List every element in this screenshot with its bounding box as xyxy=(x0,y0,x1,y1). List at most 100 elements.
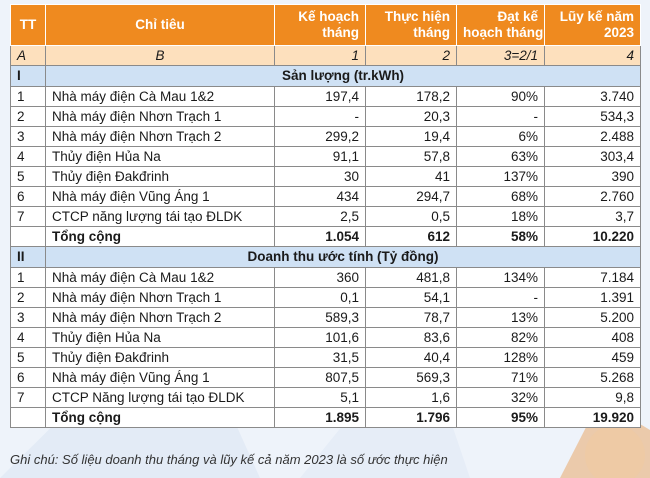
row-ytd: 2.488 xyxy=(544,126,641,147)
table-row: 7 CTCP Năng lượng tái tạo ĐLDK 5,1 1,6 32% 9,… xyxy=(10,387,641,408)
row-percent: - xyxy=(456,106,545,127)
total-number xyxy=(10,226,46,247)
row-ytd: 534,3 xyxy=(544,106,641,127)
row-ytd: 3,7 xyxy=(544,206,641,227)
row-plan: - xyxy=(274,106,366,127)
row-number: 6 xyxy=(10,186,46,207)
row-number: 4 xyxy=(10,146,46,167)
table-body: A B 1 2 3=2/1 4 I Sản lượng (tr.kWh) 1 Nhà … xyxy=(10,45,641,428)
row-name: Nhà máy điện Cà Mau 1&2 xyxy=(45,86,275,107)
row-number: 7 xyxy=(10,206,46,227)
row-actual: 40,4 xyxy=(365,347,457,368)
row-percent: 68% xyxy=(456,186,545,207)
row-percent: 128% xyxy=(456,347,545,368)
row-actual: 1,6 xyxy=(365,387,457,408)
row-number: 1 xyxy=(10,267,46,288)
row-ytd: 1.391 xyxy=(544,287,641,308)
row-name: Nhà máy điện Nhơn Trạch 2 xyxy=(45,307,275,328)
row-actual: 20,3 xyxy=(365,106,457,127)
section-number: II xyxy=(10,246,46,268)
row-actual: 19,4 xyxy=(365,126,457,147)
footnote: Ghi chú: Số liệu doanh thu tháng và lũy … xyxy=(10,452,448,467)
table-row: 6 Nhà máy điện Vũng Áng 1 434 294,7 68% 2.760 xyxy=(10,186,641,207)
row-name: Nhà máy điện Cà Mau 1&2 xyxy=(45,267,275,288)
total-plan: 1.895 xyxy=(274,407,366,428)
row-plan: 0,1 xyxy=(274,287,366,308)
row-number: 2 xyxy=(10,106,46,127)
total-plan: 1.054 xyxy=(274,226,366,247)
row-number: 4 xyxy=(10,327,46,348)
row-plan: 807,5 xyxy=(274,367,366,388)
row-actual: 57,8 xyxy=(365,146,457,167)
header-dat-ke-hoach: Đạt kế hoạch tháng xyxy=(456,4,545,46)
table-row: 1 Nhà máy điện Cà Mau 1&2 197,4 178,2 90% 3.7… xyxy=(10,86,641,107)
data-table: TT Chỉ tiêu Kế hoạch tháng Thực hiện tháng… xyxy=(10,4,641,428)
row-plan: 30 xyxy=(274,166,366,187)
row-percent: 71% xyxy=(456,367,545,388)
row-percent: 82% xyxy=(456,327,545,348)
row-actual: 41 xyxy=(365,166,457,187)
subheader-cell: 2 xyxy=(365,45,457,66)
row-name: Nhà máy điện Nhơn Trạch 1 xyxy=(45,106,275,127)
total-row: Tổng cộng 1.895 1.796 95% 19.920 xyxy=(10,407,641,428)
row-name: Thủy điện Hủa Na xyxy=(45,327,275,348)
row-ytd: 7.184 xyxy=(544,267,641,288)
table-row: 4 Thủy điện Hủa Na 101,6 83,6 82% 408 xyxy=(10,327,641,348)
row-name: Thủy điện Đakđrinh xyxy=(45,166,275,187)
row-number: 3 xyxy=(10,307,46,328)
header-chi-tieu: Chỉ tiêu xyxy=(45,4,275,46)
total-percent: 58% xyxy=(456,226,545,247)
row-name: Nhà máy điện Vũng Áng 1 xyxy=(45,186,275,207)
row-actual: 178,2 xyxy=(365,86,457,107)
row-percent: 90% xyxy=(456,86,545,107)
row-number: 3 xyxy=(10,126,46,147)
row-percent: 18% xyxy=(456,206,545,227)
row-ytd: 5.200 xyxy=(544,307,641,328)
row-ytd: 5.268 xyxy=(544,367,641,388)
row-name: Thủy điện Hủa Na xyxy=(45,146,275,167)
total-label: Tổng cộng xyxy=(45,407,275,428)
row-percent: 32% xyxy=(456,387,545,408)
section-title: Sản lượng (tr.kWh) xyxy=(45,65,641,87)
subheader-cell: 1 xyxy=(274,45,366,66)
row-ytd: 2.760 xyxy=(544,186,641,207)
row-ytd: 303,4 xyxy=(544,146,641,167)
row-plan: 360 xyxy=(274,267,366,288)
row-plan: 5,1 xyxy=(274,387,366,408)
row-actual: 78,7 xyxy=(365,307,457,328)
row-actual: 481,8 xyxy=(365,267,457,288)
header-tt: TT xyxy=(10,4,46,46)
row-percent: 134% xyxy=(456,267,545,288)
row-plan: 197,4 xyxy=(274,86,366,107)
table-row: 3 Nhà máy điện Nhơn Trạch 2 589,3 78,7 13% 5.… xyxy=(10,307,641,328)
table-row: 4 Thủy điện Hủa Na 91,1 57,8 63% 303,4 xyxy=(10,146,641,167)
row-number: 5 xyxy=(10,347,46,368)
row-actual: 569,3 xyxy=(365,367,457,388)
subheader-cell: 3=2/1 xyxy=(456,45,545,66)
total-label: Tổng cộng xyxy=(45,226,275,247)
row-percent: 6% xyxy=(456,126,545,147)
subheader-cell: A xyxy=(10,45,46,66)
row-percent: 13% xyxy=(456,307,545,328)
row-plan: 434 xyxy=(274,186,366,207)
row-actual: 83,6 xyxy=(365,327,457,348)
row-number: 6 xyxy=(10,367,46,388)
header-ke-hoach: Kế hoạch tháng xyxy=(274,4,366,46)
row-actual: 54,1 xyxy=(365,287,457,308)
header-row: TT Chỉ tiêu Kế hoạch tháng Thực hiện tháng… xyxy=(10,4,641,46)
row-name: Thủy điện Đakđrinh xyxy=(45,347,275,368)
row-ytd: 9,8 xyxy=(544,387,641,408)
table-row: 5 Thủy điện Đakđrinh 30 41 137% 390 xyxy=(10,166,641,187)
row-ytd: 3.740 xyxy=(544,86,641,107)
row-name: CTCP Năng lượng tái tạo ĐLDK xyxy=(45,387,275,408)
total-ytd: 10.220 xyxy=(544,226,641,247)
row-actual: 0,5 xyxy=(365,206,457,227)
table-row: 5 Thủy điện Đakđrinh 31,5 40,4 128% 459 xyxy=(10,347,641,368)
table-row: 6 Nhà máy điện Vũng Áng 1 807,5 569,3 71% 5.2… xyxy=(10,367,641,388)
header-luy-ke: Lũy kế năm 2023 xyxy=(544,4,641,46)
section-title: Doanh thu ước tính (Tỷ đồng) xyxy=(45,246,641,268)
total-actual: 1.796 xyxy=(365,407,457,428)
row-number: 7 xyxy=(10,387,46,408)
row-plan: 91,1 xyxy=(274,146,366,167)
row-plan: 101,6 xyxy=(274,327,366,348)
